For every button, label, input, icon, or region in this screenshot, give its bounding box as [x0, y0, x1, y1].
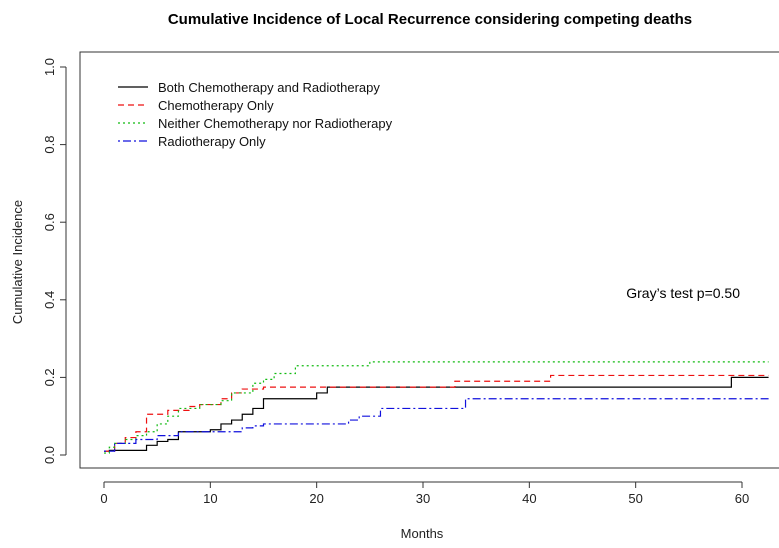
x-axis-label: Months: [401, 526, 444, 541]
x-tick-label: 60: [735, 491, 749, 506]
legend-label-3: Neither Chemotherapy nor Radiotherapy: [158, 116, 393, 131]
axes: 0 10 20 30 40 50 60 0.0 0.2 0.4 0.6 0.8 1.0: [42, 58, 749, 506]
series-group: [104, 361, 769, 454]
legend-label-2: Chemotherapy Only: [158, 98, 274, 113]
legend-label-4: Radiotherapy Only: [158, 134, 266, 149]
y-tick-label: 0.6: [42, 213, 57, 231]
series-line-2: [104, 374, 769, 452]
series-line-3: [104, 361, 769, 454]
series-line-1: [104, 376, 769, 452]
x-tick-label: 0: [100, 491, 107, 506]
y-tick-label: 0.8: [42, 136, 57, 154]
y-tick-label: 0.2: [42, 368, 57, 386]
legend-label-1: Both Chemotherapy and Radiotherapy: [158, 80, 380, 95]
x-tick-label: 30: [416, 491, 430, 506]
series-line-4: [104, 398, 769, 452]
x-tick-label: 20: [309, 491, 323, 506]
x-tick-label: 50: [628, 491, 642, 506]
y-tick-label: 0.4: [42, 291, 57, 309]
y-tick-label: 1.0: [42, 58, 57, 76]
y-ticks: 0.0 0.2 0.4 0.6 0.8 1.0: [42, 58, 66, 464]
plot-frame: [79, 51, 779, 469]
x-ticks: 0 10 20 30 40 50 60: [100, 482, 749, 506]
y-tick-label: 0.0: [42, 446, 57, 464]
grays-test-annotation: Gray’s test p=0.50: [626, 285, 740, 301]
y-axis-label: Cumulative Incidence: [10, 200, 25, 324]
plot-frame-border: [79, 51, 779, 469]
x-tick-label: 10: [203, 491, 217, 506]
x-tick-label: 40: [522, 491, 536, 506]
legend: Both Chemotherapy and Radiotherapy Chemot…: [118, 80, 393, 149]
chart-title: Cumulative Incidence of Local Recurrence…: [168, 11, 692, 28]
